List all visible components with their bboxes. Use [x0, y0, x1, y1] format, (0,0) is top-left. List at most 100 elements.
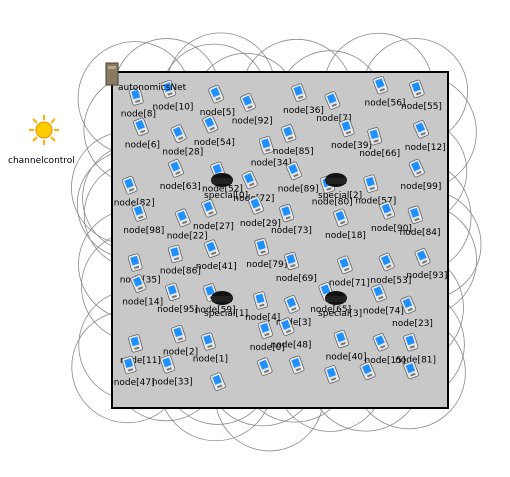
node-label: node[52] — [202, 184, 243, 194]
node[interactable] — [291, 83, 307, 102]
node-label: node[1] — [193, 355, 228, 365]
pda-icon — [256, 357, 273, 376]
pda-icon — [168, 244, 183, 264]
node[interactable] — [339, 118, 355, 138]
node-label: node[79] — [246, 260, 287, 270]
pda-icon — [159, 355, 176, 374]
node[interactable] — [413, 120, 430, 139]
channelcontrol-module[interactable]: channelcontrol — [8, 115, 75, 166]
node[interactable] — [372, 75, 389, 95]
node[interactable] — [121, 175, 138, 195]
special-node[interactable]: special[3] — [318, 291, 362, 319]
node[interactable] — [121, 355, 137, 375]
pda-icon — [403, 333, 419, 352]
node[interactable] — [128, 334, 143, 353]
special-node[interactable]: special[2] — [318, 173, 362, 201]
node-label: node[48] — [271, 340, 312, 350]
node[interactable] — [409, 79, 425, 99]
node-label: node[47] — [114, 378, 155, 388]
node[interactable] — [414, 248, 431, 267]
node[interactable] — [363, 174, 379, 193]
node[interactable] — [210, 372, 226, 391]
pda-icon — [279, 203, 295, 223]
node[interactable] — [284, 295, 300, 314]
special-node[interactable]: special[1] — [204, 291, 248, 319]
node[interactable] — [159, 355, 176, 374]
pda-icon — [378, 252, 395, 272]
node[interactable] — [278, 317, 295, 336]
pda-icon — [131, 203, 147, 222]
node[interactable] — [324, 365, 340, 384]
node[interactable] — [367, 127, 383, 146]
pda-icon — [128, 334, 143, 353]
pda-icon — [280, 124, 297, 143]
node-label: node[6] — [125, 141, 160, 151]
node[interactable] — [130, 274, 147, 293]
node[interactable] — [131, 203, 147, 222]
node[interactable] — [289, 355, 305, 374]
special-label: special[0] — [204, 191, 248, 201]
pda-icon — [133, 117, 149, 137]
node[interactable] — [170, 124, 187, 143]
node[interactable] — [204, 239, 220, 258]
node-label: node[71] — [329, 278, 370, 288]
node[interactable] — [285, 161, 303, 181]
node[interactable] — [337, 255, 353, 275]
pda-icon — [400, 295, 417, 315]
node[interactable] — [201, 199, 217, 218]
pda-icon — [201, 199, 217, 218]
node-label: node[36] — [283, 106, 324, 116]
playground-area — [111, 71, 449, 409]
pda-icon — [372, 332, 389, 352]
node[interactable] — [171, 324, 187, 344]
node[interactable] — [241, 170, 258, 190]
node[interactable] — [254, 238, 270, 257]
pda-icon — [204, 239, 220, 258]
node[interactable] — [400, 295, 417, 315]
node[interactable] — [359, 361, 376, 381]
pda-icon — [165, 282, 181, 301]
node[interactable] — [127, 253, 143, 272]
node[interactable] — [279, 203, 295, 223]
node[interactable] — [256, 357, 273, 376]
node[interactable] — [407, 205, 424, 224]
node[interactable] — [403, 360, 419, 380]
pda-icon — [285, 161, 302, 181]
node[interactable] — [371, 283, 387, 303]
node[interactable] — [239, 93, 256, 112]
pda-icon — [258, 136, 274, 155]
node-label: node[56] — [365, 99, 406, 109]
node[interactable] — [165, 282, 181, 302]
node[interactable] — [378, 252, 395, 272]
pda-icon — [168, 159, 184, 178]
node[interactable] — [168, 159, 184, 178]
node[interactable] — [248, 196, 264, 215]
network-module[interactable]: autonomicsNet — [105, 62, 187, 93]
node[interactable] — [174, 208, 191, 227]
node[interactable] — [403, 333, 419, 352]
node[interactable] — [208, 84, 225, 104]
sun-icon — [29, 115, 59, 145]
node[interactable] — [257, 320, 273, 339]
node[interactable] — [408, 158, 425, 178]
node-label: node[29] — [240, 219, 281, 229]
node[interactable] — [200, 332, 216, 351]
node[interactable] — [372, 332, 390, 352]
node[interactable] — [324, 91, 341, 110]
node[interactable] — [258, 136, 274, 155]
special-node[interactable]: special[0] — [204, 173, 248, 201]
node[interactable] — [128, 87, 144, 106]
node[interactable] — [133, 117, 149, 137]
pda-icon — [367, 127, 383, 146]
node[interactable] — [284, 251, 299, 271]
node[interactable] — [333, 208, 349, 228]
node[interactable] — [160, 79, 177, 99]
node[interactable] — [202, 114, 219, 134]
node[interactable] — [333, 329, 350, 349]
node[interactable] — [379, 201, 396, 220]
node[interactable] — [253, 291, 268, 310]
pda-icon — [254, 238, 270, 257]
node-label: node[0] — [250, 343, 285, 353]
node[interactable] — [280, 124, 297, 143]
node[interactable] — [168, 244, 183, 264]
